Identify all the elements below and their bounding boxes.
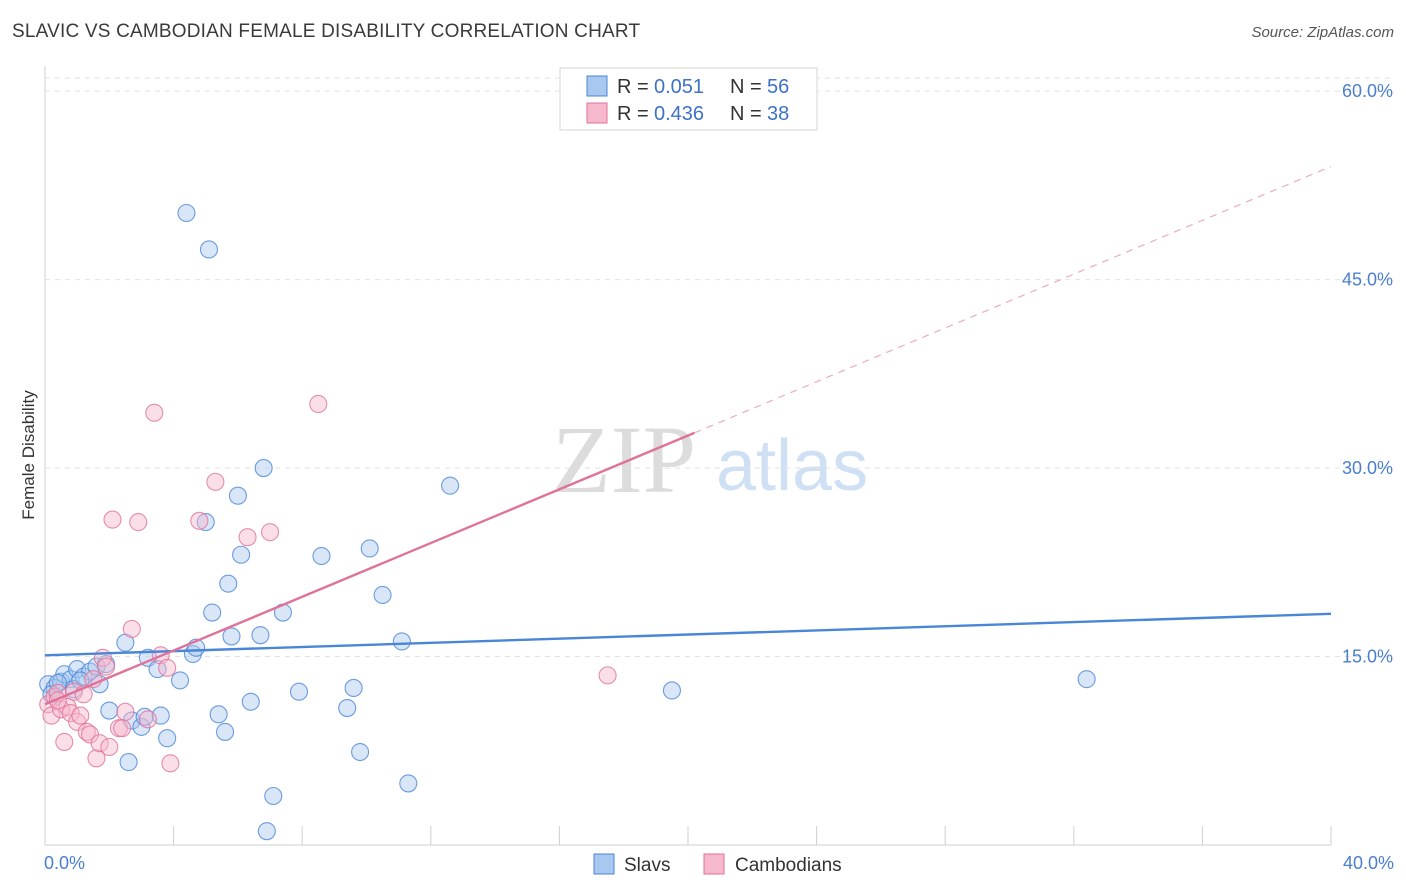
point-cambodians-29	[158, 658, 177, 677]
point-slavs-19	[148, 660, 167, 679]
x-tick-label-min: 0.0%	[44, 853, 85, 873]
point-cambodians-20	[103, 510, 122, 529]
point-slavs-30	[215, 722, 235, 741]
legend: R = 0.051 N = 56 R = 0.436 N = 38	[559, 67, 818, 131]
point-cambodians-10	[71, 706, 90, 725]
point-cambodians-12	[77, 722, 96, 741]
series-cambodians-points	[39, 394, 617, 773]
point-slavs-33	[228, 486, 247, 505]
point-slavs-50	[441, 476, 460, 495]
trend-line-cambodians-extension	[694, 165, 1332, 434]
legend-n-label-cambodians: N =	[730, 103, 762, 125]
point-cambodians-36	[598, 666, 617, 685]
legend-r-value-slavs: 0.051	[654, 76, 704, 98]
point-cambodians-33	[238, 528, 257, 547]
point-slavs-52	[1077, 670, 1096, 689]
point-slavs-43	[338, 698, 357, 718]
point-cambodians-24	[122, 619, 141, 638]
point-cambodians-25	[129, 513, 148, 532]
x-tick-label-max: 40.0%	[1343, 853, 1394, 873]
point-slavs-36	[251, 626, 270, 645]
point-slavs-23	[177, 203, 196, 223]
point-slavs-49	[399, 774, 418, 793]
point-slavs-45	[351, 742, 370, 762]
bottom-legend-label-slavs: Slavs	[624, 855, 670, 876]
y-tick-label-15: 15.0%	[1342, 647, 1393, 667]
y-tick-label-45: 45.0%	[1342, 270, 1393, 290]
legend-swatch-cambodians	[586, 102, 608, 124]
point-cambodians-16	[90, 734, 109, 753]
point-slavs-17	[135, 707, 154, 726]
legend-n-value-cambodians: 38	[767, 103, 789, 125]
point-cambodians-27	[145, 403, 164, 422]
point-slavs-12	[100, 701, 119, 720]
point-slavs-16	[132, 717, 151, 736]
point-slavs-44	[344, 678, 363, 697]
point-cambodians-32	[206, 472, 225, 491]
point-cambodians-30	[161, 754, 180, 773]
point-cambodians-23	[116, 702, 135, 721]
point-cambodians-15	[87, 749, 106, 768]
point-slavs-47	[373, 585, 392, 605]
point-cambodians-18	[97, 657, 116, 676]
legend-r-label-cambodians: R =	[617, 103, 649, 125]
point-slavs-35	[241, 692, 260, 711]
bottom-legend: Slavs Cambodians	[593, 853, 842, 876]
point-slavs-48	[392, 632, 411, 651]
chart-source: Source: ZipAtlas.com	[1251, 24, 1394, 41]
point-cambodians-1	[42, 706, 61, 725]
point-slavs-26	[196, 513, 215, 532]
point-slavs-51	[662, 681, 681, 700]
watermark-zip: ZIP	[552, 406, 696, 513]
y-tick-label-30: 30.0%	[1342, 458, 1393, 478]
point-cambodians-34	[260, 523, 280, 542]
chart-title: SLAVIC VS CAMBODIAN FEMALE DISABILITY CO…	[12, 21, 641, 42]
trend-line-slavs	[44, 612, 1332, 657]
point-slavs-32	[222, 627, 241, 646]
point-slavs-28	[203, 603, 222, 622]
point-slavs-14	[119, 753, 138, 772]
y-tick-label-60: 60.0%	[1342, 81, 1393, 101]
bottom-legend-swatch-slavs	[593, 853, 615, 875]
point-cambodians-22	[113, 719, 132, 738]
point-slavs-27	[199, 240, 219, 259]
bottom-legend-label-cambodians: Cambodians	[735, 855, 842, 876]
point-slavs-21	[158, 729, 177, 748]
trend-lines	[44, 165, 1332, 706]
legend-swatch-slavs	[586, 75, 608, 97]
y-axis-label: Female Disability	[19, 390, 38, 520]
point-slavs-37	[254, 459, 273, 478]
point-slavs-38	[257, 822, 276, 841]
point-slavs-22	[170, 671, 190, 690]
point-slavs-41	[289, 682, 309, 701]
point-cambodians-5	[55, 732, 74, 752]
trend-line-cambodians	[44, 431, 695, 706]
legend-n-label-slavs: N =	[730, 76, 762, 98]
point-slavs-31	[219, 574, 238, 593]
legend-n-value-slavs: 56	[767, 76, 789, 98]
y-tick-labels: 15.0% 30.0% 45.0% 60.0%	[1342, 81, 1393, 666]
bottom-legend-swatch-cambodians	[703, 853, 725, 875]
point-slavs-46	[360, 539, 379, 558]
point-slavs-29	[209, 705, 228, 724]
point-slavs-55	[48, 673, 67, 692]
gridlines	[45, 77, 1394, 658]
point-slavs-34	[232, 545, 251, 564]
point-slavs-42	[312, 546, 331, 566]
watermark-atlas: atlas	[716, 426, 868, 506]
point-cambodians-31	[190, 511, 209, 530]
legend-r-value-cambodians: 0.436	[654, 103, 704, 125]
point-slavs-39	[264, 786, 283, 806]
point-cambodians-35	[309, 394, 328, 414]
point-cambodians-26	[138, 710, 157, 729]
legend-r-label-slavs: R =	[617, 76, 649, 98]
point-cambodians-19	[100, 737, 119, 757]
x-axis-ticks	[44, 826, 1332, 845]
